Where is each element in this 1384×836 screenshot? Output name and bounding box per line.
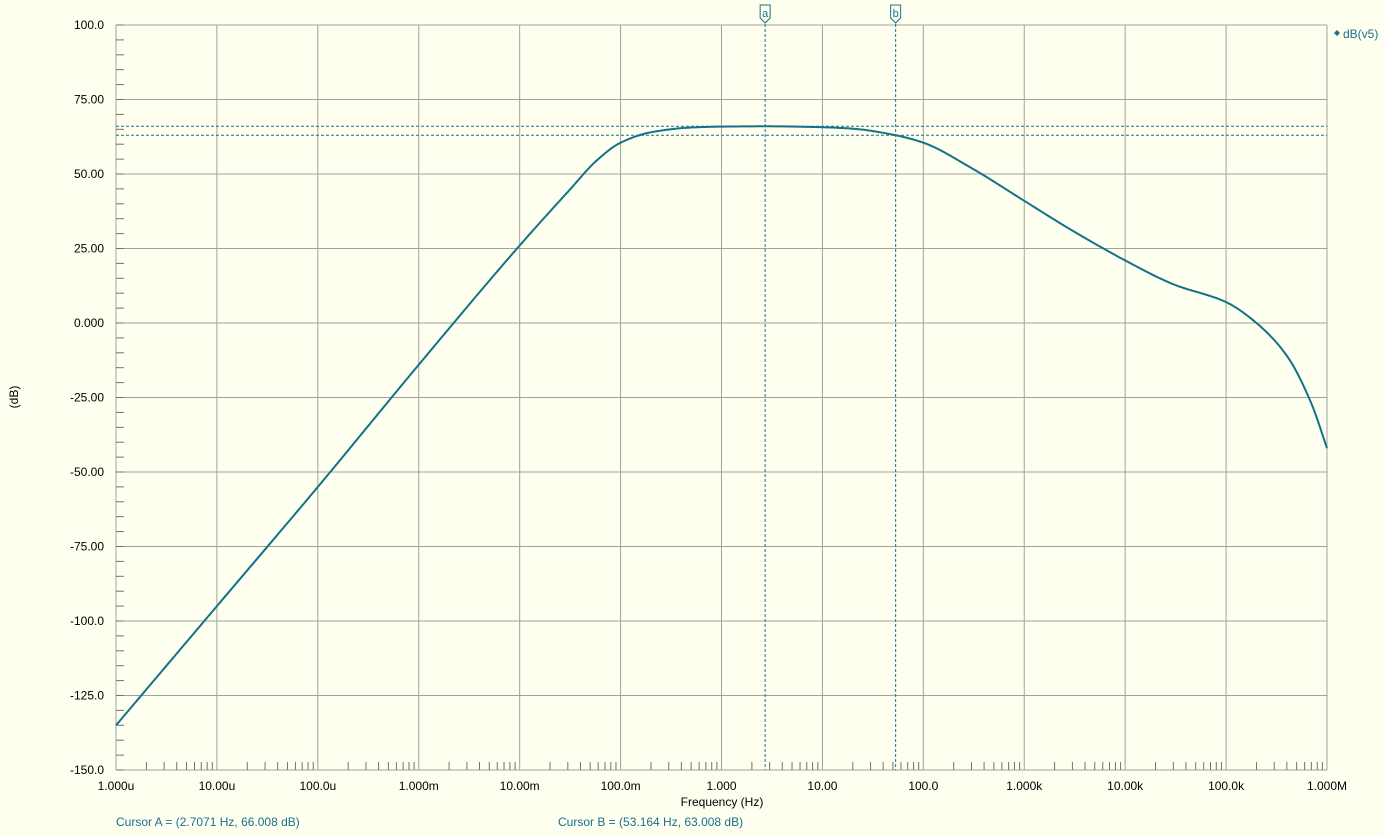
y-tick-label: -150.0 (70, 763, 104, 777)
y-tick-label: -125.0 (70, 689, 104, 703)
x-tick-label: 100.0 (908, 779, 938, 793)
y-tick-label: -100.0 (70, 614, 104, 628)
y-tick-label: 100.0 (74, 18, 104, 32)
y-tick-label: -75.00 (70, 540, 104, 554)
cursor-b-label: b (893, 8, 899, 20)
y-tick-label: -25.00 (70, 391, 104, 405)
x-tick-label: 10.00u (199, 779, 236, 793)
legend-label: dB(v5) (1343, 27, 1378, 41)
cursor-a-label: a (762, 8, 769, 20)
y-tick-label: 0.000 (74, 316, 104, 330)
x-axis-title: Frequency (Hz) (681, 795, 764, 809)
x-tick-label: 100.0u (299, 779, 336, 793)
y-tick-label: 75.00 (74, 93, 104, 107)
x-tick-label: 1.000M (1307, 779, 1347, 793)
legend-marker-icon (1334, 30, 1340, 36)
y-tick-labels: 100.0 75.00 50.00 25.00 0.000 -25.00 -50.00 -75… (70, 18, 104, 777)
x-tick-label: 1.000k (1006, 779, 1043, 793)
grid (115, 24, 1328, 771)
y-axis-title: (dB) (7, 386, 21, 409)
x-tick-label: 1.000m (399, 779, 439, 793)
x-tick-label: 10.00 (807, 779, 837, 793)
y-tick-label: 25.00 (74, 242, 104, 256)
cursor-b-readout: Cursor B = (53.164 Hz, 63.008 dB) (558, 815, 743, 829)
cursor-a-readout: Cursor A = (2.7071 Hz, 66.008 dB) (116, 815, 300, 829)
x-tick-label: 100.0k (1208, 779, 1245, 793)
x-tick-label: 10.00k (1107, 779, 1144, 793)
x-tick-label: 1.000u (98, 779, 135, 793)
x-tick-label: 10.00m (500, 779, 540, 793)
legend: dB(v5) (1334, 27, 1378, 41)
cursor-a-marker-icon[interactable] (759, 4, 771, 24)
x-tick-label: 1.000 (706, 779, 736, 793)
y-tick-label: -50.00 (70, 465, 104, 479)
cursor-b-marker-icon[interactable] (890, 4, 902, 24)
y-tick-label: 50.00 (74, 167, 104, 181)
x-tick-label: 100.0m (601, 779, 641, 793)
minor-ticks (116, 24, 1323, 771)
x-tick-labels: 1.000u 10.00u 100.0u 1.000m 10.00m 100.0m 1.00… (98, 779, 1347, 793)
